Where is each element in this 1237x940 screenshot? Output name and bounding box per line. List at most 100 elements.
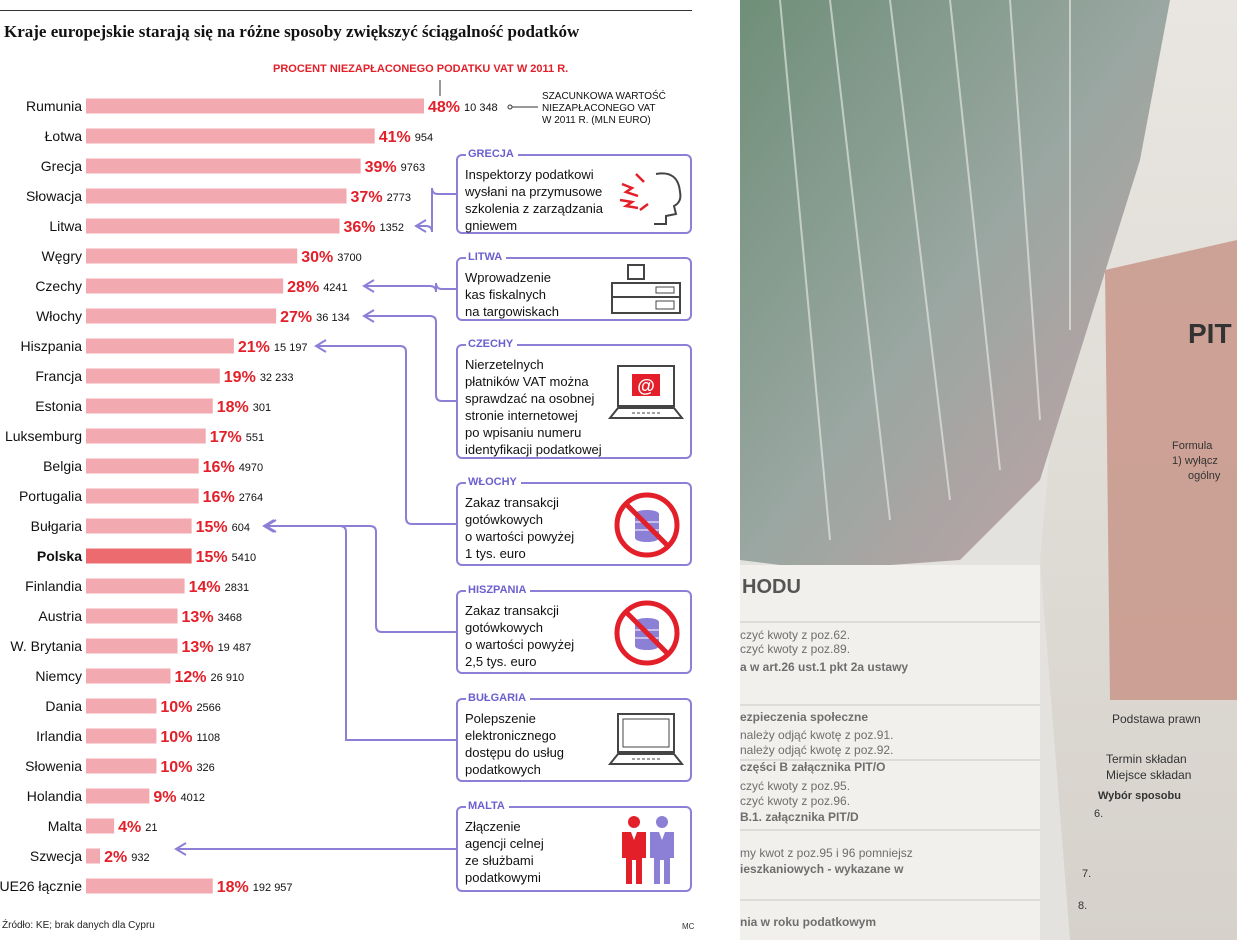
- callout-text: Zakaz transakcji gotówkowych o wartości …: [465, 495, 575, 561]
- callout-text: Nierzetelnych płatników VAT można sprawd…: [465, 357, 602, 457]
- bar: [86, 278, 284, 294]
- percent-label: 4%: [118, 819, 141, 836]
- photo-form-line: 1) wyłącz: [1172, 455, 1218, 467]
- percent-label: 15%: [196, 549, 228, 566]
- category-label: Finlandia: [25, 578, 82, 594]
- callout-country: WŁOCHY: [466, 476, 521, 488]
- value-label: 2764: [239, 492, 263, 504]
- no-cash-icon: [612, 598, 682, 673]
- connector-arrowhead: [362, 279, 375, 293]
- value-label: 2773: [387, 192, 411, 204]
- callout-box: LITWA Wprowadzenie kas fiskalnych na targ…: [456, 251, 692, 321]
- photo-text-line: czyć kwoty z poz.95.: [740, 779, 851, 793]
- photo-form-line: ogólny: [1188, 470, 1221, 482]
- value-label: 32 233: [260, 372, 294, 384]
- callout-country: GRECJA: [466, 148, 518, 160]
- bar: [86, 188, 347, 204]
- value-label: 326: [196, 762, 214, 774]
- bar: [86, 878, 213, 894]
- percent-label: 28%: [287, 279, 319, 296]
- percent-label: 13%: [182, 609, 214, 626]
- bar: [86, 128, 375, 144]
- author-initials: MC: [682, 922, 695, 931]
- photo-text-line: części B załącznika PIT/O: [740, 760, 886, 774]
- bar: [86, 608, 178, 624]
- percent-label: 30%: [301, 249, 333, 266]
- value-label: 36 134: [316, 312, 350, 324]
- category-label: Portugalia: [19, 488, 82, 504]
- category-label: Austria: [38, 608, 82, 624]
- percent-label: 16%: [203, 459, 235, 476]
- percent-label: 9%: [153, 789, 176, 806]
- bar: [86, 428, 206, 444]
- category-label: Malta: [48, 818, 82, 834]
- photo-text-line: czyć kwoty z poz.62.: [740, 628, 851, 642]
- percent-label: 39%: [365, 159, 397, 176]
- value-label: 551: [246, 432, 264, 444]
- bar: [86, 98, 424, 114]
- bar: [86, 578, 185, 594]
- category-label: Niemcy: [35, 668, 82, 684]
- bar: [86, 398, 213, 414]
- bar: [86, 728, 157, 744]
- percent-label: 15%: [196, 519, 228, 536]
- bar: [86, 668, 171, 684]
- category-label: UE26 łącznie: [0, 878, 82, 894]
- two-officers-icon: [616, 814, 680, 891]
- value-label: 1352: [380, 222, 404, 234]
- callout-connector: [266, 525, 456, 633]
- percent-label: 48%: [428, 99, 460, 116]
- value-label: 10 348: [464, 102, 498, 114]
- value-label: 5410: [232, 552, 256, 564]
- chart-subtitle: PROCENT NIEZAPŁACONEGO PODATKU VAT W 201…: [273, 63, 569, 75]
- bar: [86, 758, 157, 774]
- percent-label: 37%: [351, 189, 383, 206]
- callout-box: HISZPANIA Zakaz transakcji gotówkowych o …: [456, 584, 692, 674]
- percent-label: 36%: [344, 219, 376, 236]
- category-label: Dania: [45, 698, 82, 714]
- category-label: Francja: [35, 368, 82, 384]
- value-label: 604: [232, 522, 250, 534]
- callout-country: CZECHY: [466, 338, 518, 350]
- value-label: 21: [145, 822, 157, 834]
- value-annotation-line: NIEZAPŁACONEGO VAT: [542, 103, 656, 114]
- photo-form-line: Miejsce składan: [1106, 768, 1192, 782]
- callout-connector: [366, 282, 456, 293]
- photo-text-line: B.1. załącznika PIT/D: [740, 810, 859, 824]
- callout-box: WŁOCHY Zakaz transakcji gotówkowych o war…: [456, 476, 692, 566]
- category-label: Rumunia: [26, 98, 82, 114]
- photo-text-line: ieszkaniowych - wykazane w: [740, 862, 904, 876]
- value-label: 4241: [323, 282, 347, 294]
- callout-country: BUŁGARIA: [466, 692, 531, 704]
- photo-form-line: Podstawa prawn: [1112, 712, 1201, 726]
- photo-text-line: HODU: [742, 576, 801, 598]
- tax-form-photo: HODU czyć kwoty z poz.62. czyć kwoty z p…: [740, 0, 1237, 940]
- callout-connector: [268, 525, 456, 741]
- infographic: Kraje europejskie starają się na różne s…: [0, 10, 695, 931]
- connector-arrowhead: [262, 519, 275, 533]
- bar: [86, 638, 178, 654]
- value-label: 2566: [196, 702, 220, 714]
- callout-connector: [318, 345, 456, 525]
- percent-label: 13%: [182, 639, 214, 656]
- category-label: Szwecja: [30, 848, 82, 864]
- percent-label: 10%: [160, 729, 192, 746]
- value-label: 19 487: [218, 642, 252, 654]
- category-label: Bułgaria: [31, 518, 83, 534]
- value-label: 3468: [218, 612, 242, 624]
- callout-text: Złączenie agencji celnej ze służbami pod…: [465, 819, 544, 885]
- value-label: 1108: [196, 732, 220, 744]
- annotation-dot: [507, 104, 513, 110]
- bar: [86, 218, 340, 234]
- callout-box: MALTA Złączenie agencji celnej ze służbam…: [456, 800, 692, 892]
- bar: [86, 818, 115, 834]
- category-label: Luksemburg: [5, 428, 82, 444]
- photo-text-line: a w art.26 ust.1 pkt 2a ustawy: [740, 660, 909, 674]
- category-label: Hiszpania: [21, 338, 83, 354]
- bar: [86, 368, 220, 384]
- photo-text-line: należy odjąć kwotę z poz.92.: [740, 743, 894, 757]
- value-label: 3700: [337, 252, 361, 264]
- connector-arrowhead: [174, 842, 187, 856]
- percent-label: 14%: [189, 579, 221, 596]
- percent-label: 2%: [104, 849, 127, 866]
